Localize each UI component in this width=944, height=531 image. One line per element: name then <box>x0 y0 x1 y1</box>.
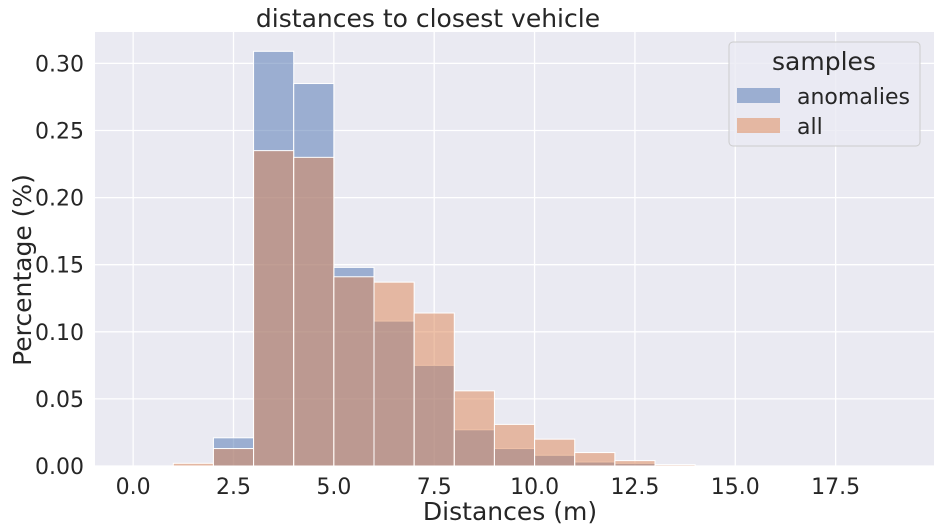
y-tick-label: 0.05 <box>35 388 84 413</box>
y-tick-label: 0.00 <box>35 455 84 480</box>
legend-label-all: all <box>797 115 823 140</box>
x-axis-label: Distances (m) <box>423 497 597 526</box>
y-tick-labels: 0.00 0.05 0.10 0.15 0.20 0.25 0.30 <box>35 52 84 480</box>
bar-all <box>413 312 455 467</box>
bar-all <box>333 276 375 467</box>
legend-swatch-all <box>737 118 780 133</box>
legend-swatch-anomalies <box>737 88 780 103</box>
x-tick-label: 5.0 <box>316 475 351 500</box>
bar-all <box>493 423 536 467</box>
legend-title: samples <box>772 47 876 76</box>
x-tick-label: 17.5 <box>811 475 860 500</box>
bars-layer <box>172 50 696 467</box>
x-tick-label: 0.0 <box>116 475 151 500</box>
legend-label-anomalies: anomalies <box>797 85 910 110</box>
chart-title: distances to closest vehicle <box>256 4 600 33</box>
y-tick-label: 0.20 <box>35 187 84 212</box>
bar-all <box>453 390 495 467</box>
bar-all <box>574 452 616 467</box>
legend: samples anomalies all <box>728 41 921 147</box>
bar-all <box>614 460 656 467</box>
bar-all <box>534 438 576 467</box>
x-tick-label: 7.5 <box>417 475 452 500</box>
bar-all <box>172 462 214 467</box>
bar-all <box>212 448 255 467</box>
bar-all <box>253 150 295 467</box>
bar-all <box>293 156 335 467</box>
x-tick-label: 10.0 <box>510 475 559 500</box>
y-tick-label: 0.15 <box>35 254 84 279</box>
bar-all <box>373 281 415 467</box>
y-tick-label: 0.10 <box>35 321 84 346</box>
x-tick-label: 15.0 <box>711 475 760 500</box>
x-tick-label: 12.5 <box>610 475 659 500</box>
y-axis-label: Percentage (%) <box>8 174 37 366</box>
x-tick-labels: 0.0 2.5 5.0 7.5 10.0 12.5 15.0 17.5 <box>116 475 861 500</box>
y-tick-label: 0.25 <box>35 120 84 145</box>
series-all <box>172 150 696 467</box>
x-tick-label: 2.5 <box>216 475 251 500</box>
y-tick-label: 0.30 <box>35 52 84 77</box>
bar-all <box>654 464 696 467</box>
